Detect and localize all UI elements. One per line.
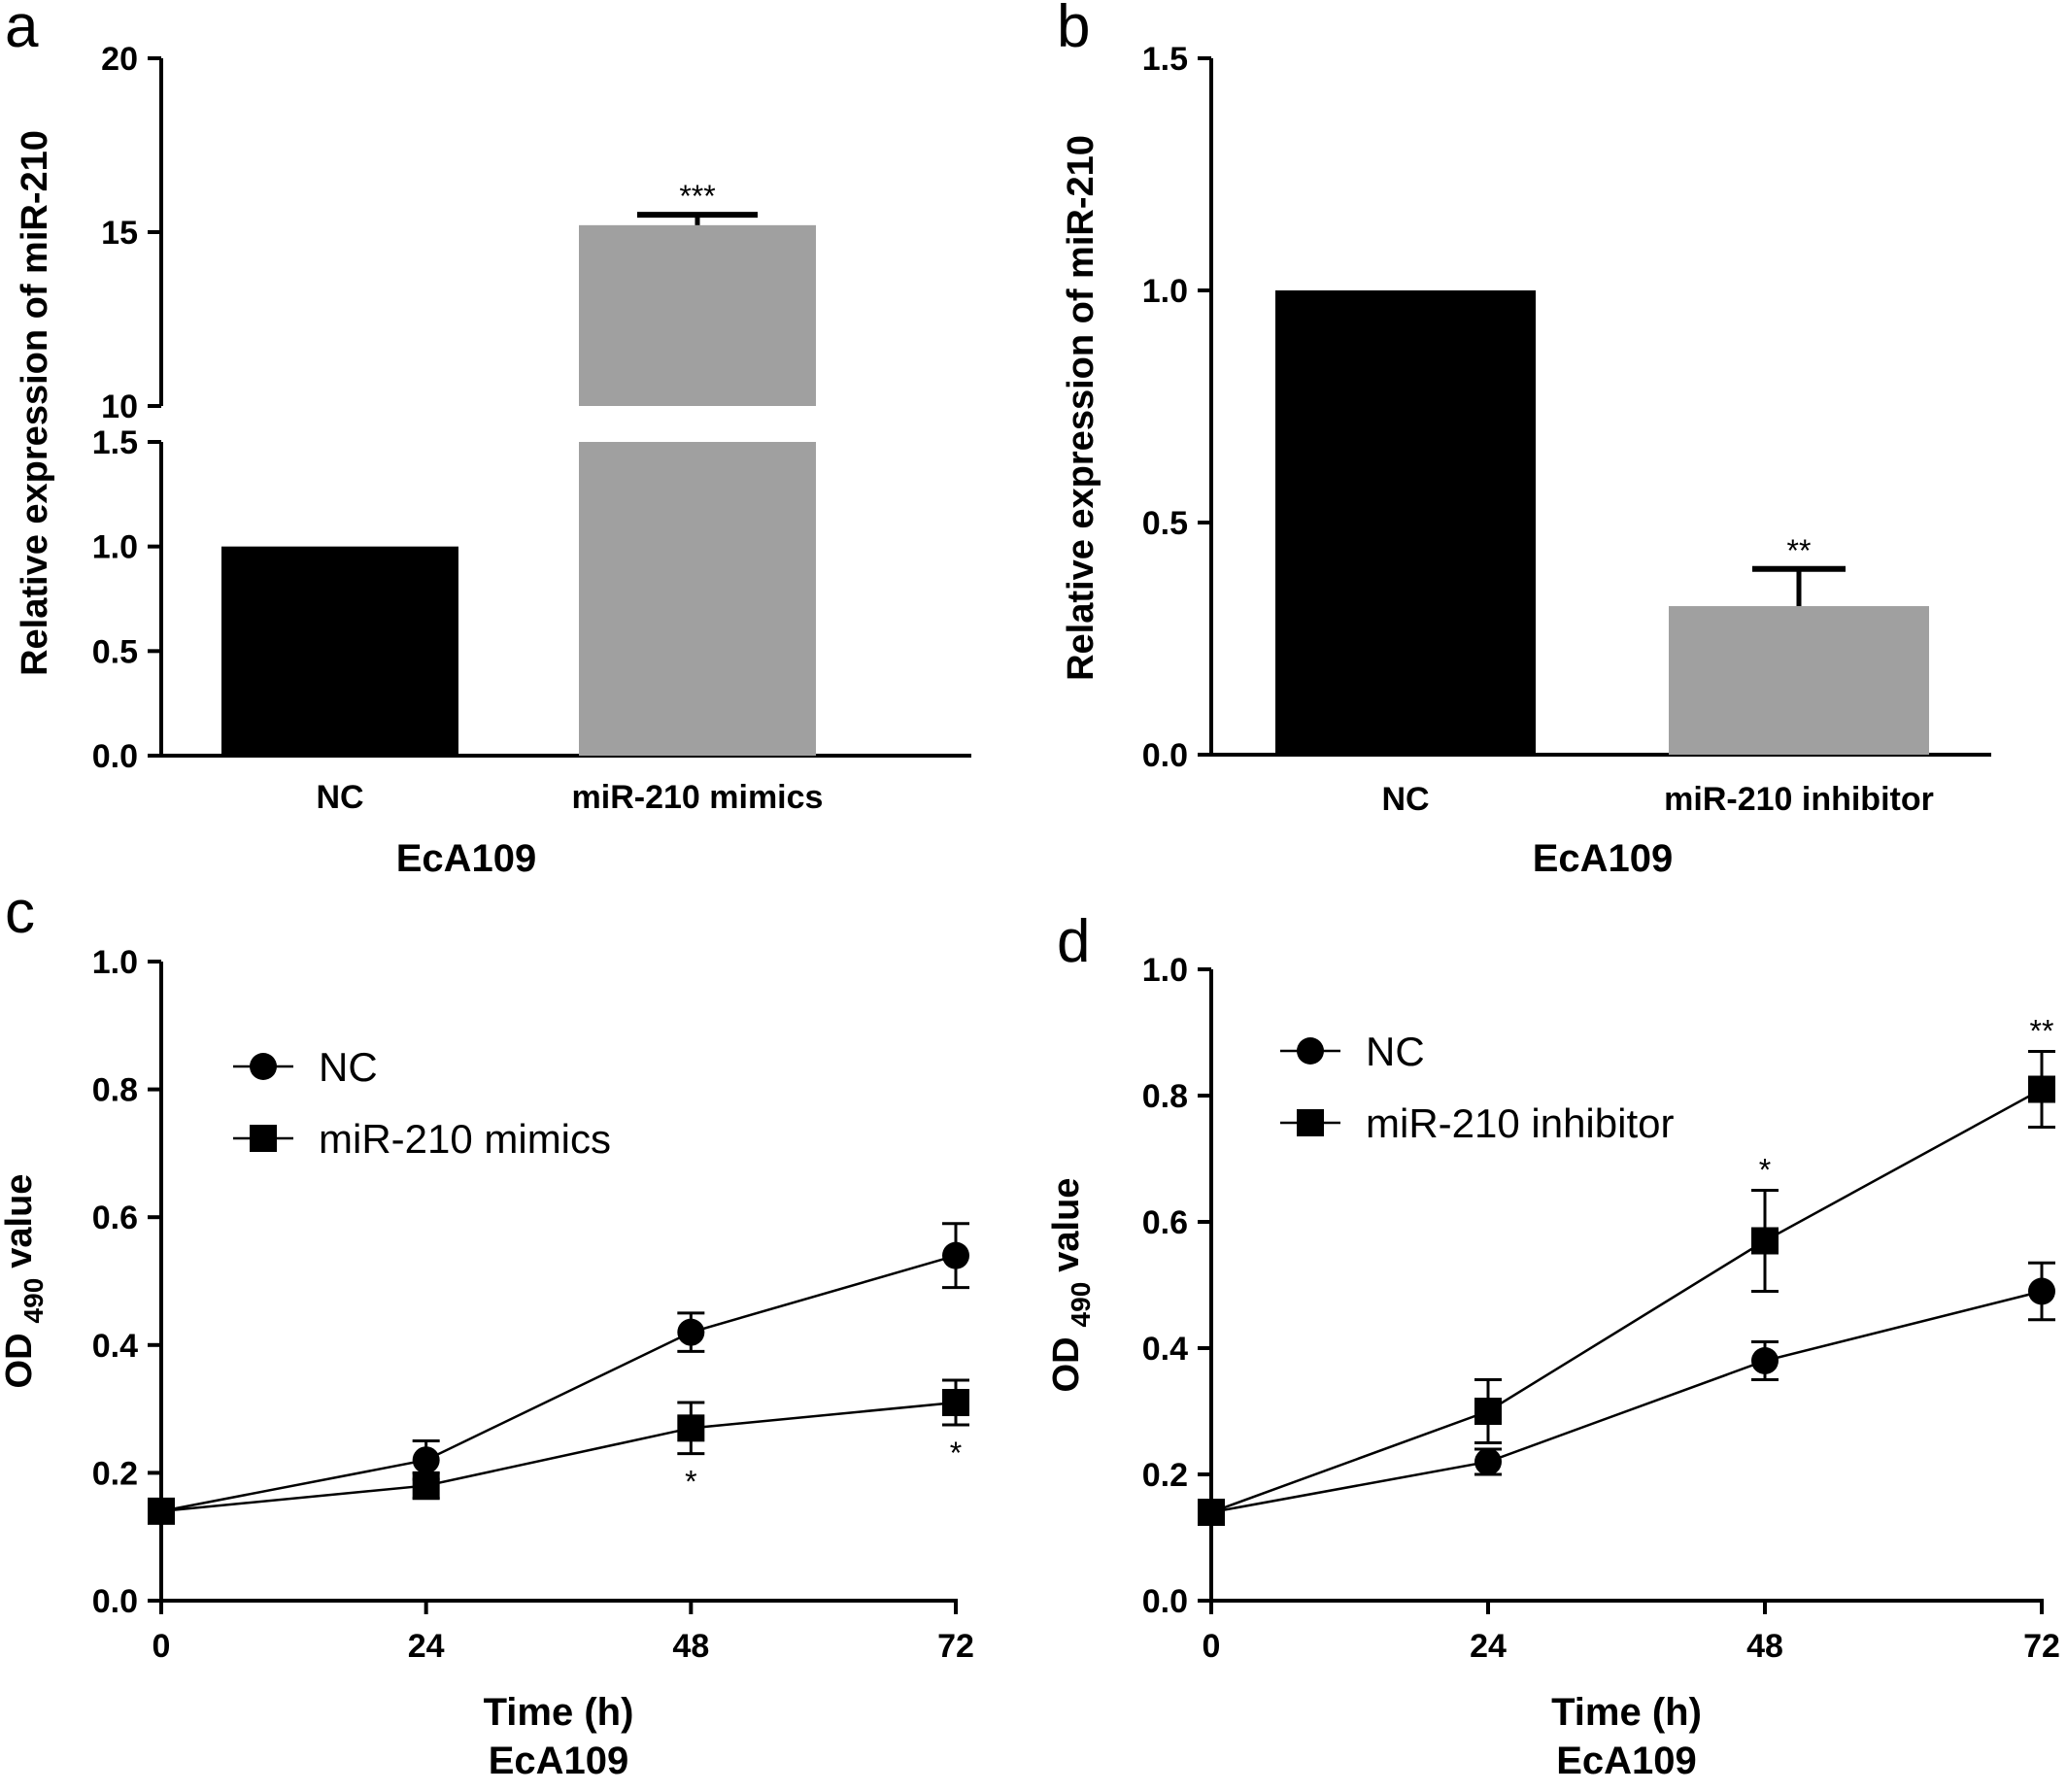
- y-tick-label-a: 0.5: [92, 633, 138, 670]
- y-tick-label-d: 0.2: [1142, 1457, 1188, 1494]
- category-label: NC: [316, 779, 363, 816]
- significance-label: **: [2030, 1014, 2054, 1049]
- series-line-nc: [1210, 1290, 2043, 1514]
- x-tick-label-c: 0: [152, 1628, 171, 1665]
- legend-marker-circle: [250, 1053, 277, 1080]
- y-tick-label-b: 0.5: [1142, 505, 1188, 542]
- y-tick-label-b: 0.0: [1142, 737, 1188, 774]
- y-axis-title-tail: value: [1046, 1178, 1087, 1272]
- series-line-mir-210-mimics: [160, 1401, 957, 1513]
- y-tick-label-d: 0.6: [1142, 1204, 1188, 1241]
- data-point-square: [148, 1497, 175, 1525]
- y-tick-label-d: 0.4: [1142, 1331, 1188, 1368]
- significance-label: *: [950, 1436, 962, 1471]
- data-point-circle: [942, 1241, 969, 1269]
- panel-letter-b: b: [1057, 0, 1090, 60]
- panel-letter-a: a: [5, 0, 39, 60]
- y-axis-title-tail: value: [0, 1174, 40, 1268]
- panel-letter-c: c: [5, 879, 35, 946]
- panel-letter-d: d: [1057, 908, 1090, 975]
- series-line-mir-210-inhibitor: [1210, 1088, 2043, 1514]
- bar-upper-segment: [579, 224, 816, 406]
- y-axis-title-subscript: 490: [18, 1278, 49, 1324]
- y-tick-label-b: 1.5: [1142, 41, 1188, 78]
- legend-marker-square: [1297, 1109, 1324, 1136]
- series-line-nc: [160, 1254, 957, 1513]
- significance-label: **: [1787, 533, 1812, 568]
- data-point-square: [1751, 1227, 1779, 1255]
- legend-marker-square: [250, 1125, 277, 1152]
- x-axis-title-d: Time (h): [1551, 1691, 1702, 1734]
- y-axis-title-b: Relative expression of miR-210: [1061, 135, 1101, 681]
- category-label: miR-210 mimics: [572, 779, 824, 816]
- y-axis-title-main: OD: [1046, 1336, 1087, 1392]
- y-axis-title-a: Relative expression of miR-210: [15, 130, 55, 676]
- y-tick-label-c: 0.2: [92, 1455, 138, 1492]
- y-tick-label-c: 0.4: [92, 1328, 138, 1365]
- data-point-circle: [1751, 1347, 1779, 1374]
- significance-label: *: [685, 1465, 696, 1500]
- bar-nc: [221, 546, 458, 756]
- y-axis-title-d: OD 490 value: [1046, 1178, 1096, 1393]
- data-point-square: [942, 1389, 969, 1417]
- legend-label: NC: [1366, 1029, 1425, 1074]
- x-axis-title-a: EcA109: [396, 837, 537, 880]
- data-point-circle: [1474, 1448, 1502, 1475]
- x-axis-title-b: EcA109: [1533, 837, 1674, 880]
- x-tick-label-d: 48: [1746, 1628, 1783, 1665]
- data-point-square: [2028, 1075, 2055, 1103]
- y-tick-label-b: 1.0: [1142, 273, 1188, 310]
- y-tick-label-d: 0.0: [1142, 1583, 1188, 1620]
- x-tick-label-d: 24: [1470, 1628, 1507, 1665]
- x-tick-label-c: 24: [408, 1628, 445, 1665]
- data-point-square: [1474, 1398, 1502, 1425]
- data-point-square: [677, 1414, 705, 1442]
- data-point-square: [412, 1471, 440, 1500]
- y-tick-label-c: 1.0: [92, 944, 138, 981]
- legend-label: miR-210 inhibitor: [1366, 1100, 1674, 1146]
- y-tick-label-a: 1.0: [92, 529, 138, 566]
- y-tick-label-c: 0.6: [92, 1200, 138, 1236]
- y-tick-label-d: 1.0: [1142, 952, 1188, 989]
- significance-label: ***: [679, 179, 715, 214]
- category-label: miR-210 inhibitor: [1664, 781, 1934, 818]
- y-tick-label-c: 0.8: [92, 1072, 138, 1109]
- x-tick-label-d: 72: [2023, 1628, 2060, 1665]
- y-axis-title-main: OD: [0, 1333, 40, 1388]
- y-tick-label-a: 1.5: [92, 424, 138, 461]
- legend-label: miR-210 mimics: [319, 1116, 611, 1162]
- x-axis-title2-d: EcA109: [1556, 1740, 1697, 1782]
- bar-lower-segment: [579, 442, 816, 756]
- panel-b-bar-chart: 0.0 0.5 1.0 1.5 NC ** miR-210 inhibitor EcA109 R…: [1061, 41, 1991, 880]
- y-axis-title-subscript: 490: [1066, 1282, 1096, 1328]
- significance-label: *: [1759, 1153, 1771, 1188]
- y-tick-label-c: 0.0: [92, 1583, 138, 1620]
- y-tick-label-a: 10: [101, 389, 138, 425]
- bar-nc: [1275, 290, 1536, 755]
- data-point-circle: [412, 1446, 440, 1474]
- x-tick-label-d: 0: [1203, 1628, 1221, 1665]
- y-tick-label-a: 15: [101, 215, 138, 252]
- y-tick-label-d: 0.8: [1142, 1078, 1188, 1115]
- legend-marker-circle: [1297, 1037, 1324, 1065]
- panel-c-line-chart: 0.0 0.2 0.4 0.6 0.8 1.0 0 24 48 72 * * NC miR-210 mim…: [0, 944, 974, 1782]
- data-point-circle: [677, 1318, 705, 1346]
- y-tick-label-a: 0.0: [92, 738, 138, 775]
- x-axis-title-c: Time (h): [484, 1691, 634, 1734]
- data-point-circle: [2028, 1277, 2055, 1305]
- x-tick-label-c: 72: [937, 1628, 974, 1665]
- x-tick-label-c: 48: [672, 1628, 709, 1665]
- data-point-square: [1198, 1499, 1225, 1526]
- x-axis-title2-c: EcA109: [489, 1740, 629, 1782]
- bar-mir-210-inhibitor: [1669, 606, 1929, 755]
- legend-label: NC: [319, 1044, 378, 1090]
- category-label: NC: [1381, 781, 1429, 818]
- y-axis-title-c: OD 490 value: [0, 1174, 49, 1389]
- panel-a-bar-chart: 0.0 0.5 1.0 1.510 15 20 NC *** miR-210 mimics EcA…: [15, 41, 971, 880]
- y-tick-label-a: 20: [101, 41, 138, 78]
